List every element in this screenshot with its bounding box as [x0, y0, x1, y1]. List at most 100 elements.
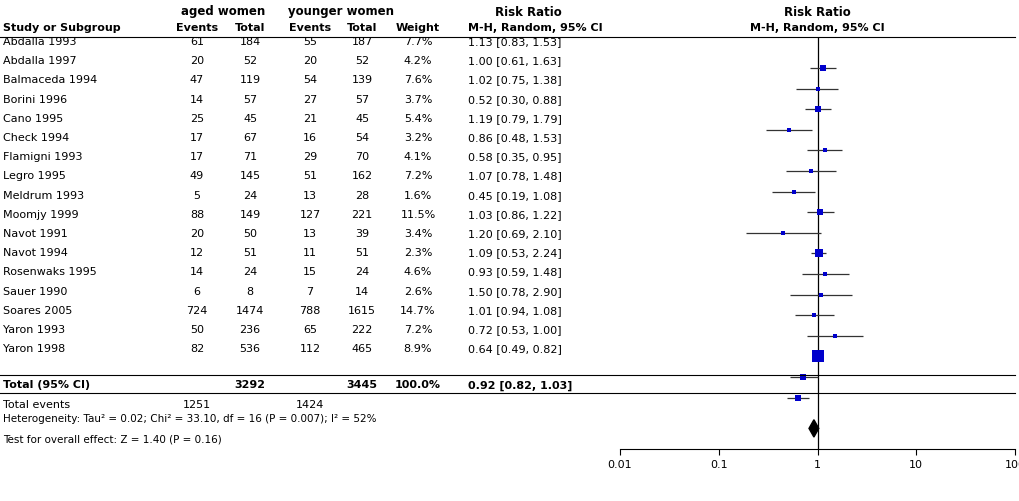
Text: 16: 16	[303, 133, 317, 143]
Text: 7: 7	[306, 286, 313, 296]
Text: Events: Events	[175, 23, 218, 33]
Text: 50: 50	[243, 228, 257, 238]
Text: 17: 17	[190, 152, 204, 162]
Text: 7.7%: 7.7%	[404, 37, 432, 47]
Text: 2.3%: 2.3%	[404, 247, 432, 258]
Text: 49: 49	[190, 171, 204, 181]
Text: 1251: 1251	[182, 399, 211, 409]
Text: 45: 45	[355, 114, 369, 124]
Text: 24: 24	[243, 190, 257, 200]
Text: Total (95% CI): Total (95% CI)	[3, 380, 90, 390]
Text: 25: 25	[190, 114, 204, 124]
Text: 51: 51	[303, 171, 317, 181]
Text: 3292: 3292	[234, 380, 265, 390]
Text: 1424: 1424	[296, 399, 324, 409]
Text: 0.72 [0.53, 1.00]: 0.72 [0.53, 1.00]	[468, 324, 560, 334]
Text: 71: 71	[243, 152, 257, 162]
Text: 5: 5	[194, 190, 201, 200]
Text: 145: 145	[239, 171, 260, 181]
Text: 0.52 [0.30, 0.88]: 0.52 [0.30, 0.88]	[468, 94, 561, 104]
Text: 29: 29	[303, 152, 317, 162]
Text: Risk Ratio: Risk Ratio	[784, 6, 850, 19]
Text: 1.20 [0.69, 2.10]: 1.20 [0.69, 2.10]	[468, 228, 561, 238]
Text: Abdalla 1997: Abdalla 1997	[3, 56, 76, 66]
Polygon shape	[808, 420, 818, 437]
Text: Weight: Weight	[395, 23, 439, 33]
Text: 1.02 [0.75, 1.38]: 1.02 [0.75, 1.38]	[468, 75, 561, 85]
Text: 0.64 [0.49, 0.82]: 0.64 [0.49, 0.82]	[468, 344, 561, 354]
Text: 112: 112	[300, 344, 320, 354]
Text: 4.2%: 4.2%	[404, 56, 432, 66]
Text: 14: 14	[190, 94, 204, 104]
Text: 1.09 [0.53, 2.24]: 1.09 [0.53, 2.24]	[468, 247, 561, 258]
Text: 51: 51	[243, 247, 257, 258]
Text: aged women: aged women	[181, 6, 265, 19]
Text: 0.86 [0.48, 1.53]: 0.86 [0.48, 1.53]	[468, 133, 561, 143]
Text: 20: 20	[303, 56, 317, 66]
Text: 127: 127	[300, 209, 320, 219]
Text: 45: 45	[243, 114, 257, 124]
Text: Moomjy 1999: Moomjy 1999	[3, 209, 78, 219]
Text: 221: 221	[351, 209, 372, 219]
Text: 0.92 [0.82, 1.03]: 0.92 [0.82, 1.03]	[468, 380, 572, 390]
Text: Navot 1991: Navot 1991	[3, 228, 67, 238]
Text: 236: 236	[239, 324, 260, 334]
Text: 7.2%: 7.2%	[404, 171, 432, 181]
Text: 0.45 [0.19, 1.08]: 0.45 [0.19, 1.08]	[468, 190, 561, 200]
Text: Heterogeneity: Tau² = 0.02; Chi² = 33.10, df = 16 (P = 0.007); I² = 52%: Heterogeneity: Tau² = 0.02; Chi² = 33.10…	[3, 413, 376, 423]
Text: Legro 1995: Legro 1995	[3, 171, 66, 181]
Text: 2.6%: 2.6%	[404, 286, 432, 296]
Text: Risk Ratio: Risk Ratio	[494, 6, 560, 19]
Text: 119: 119	[239, 75, 260, 85]
Text: M-H, Random, 95% CI: M-H, Random, 95% CI	[468, 23, 602, 33]
Text: 4.6%: 4.6%	[404, 267, 432, 277]
Text: 14: 14	[190, 267, 204, 277]
Text: 17: 17	[190, 133, 204, 143]
Text: Study or Subgroup: Study or Subgroup	[3, 23, 120, 33]
Text: 536: 536	[239, 344, 260, 354]
Text: 3445: 3445	[346, 380, 377, 390]
Text: 0.93 [0.59, 1.48]: 0.93 [0.59, 1.48]	[468, 267, 561, 277]
Text: 5.4%: 5.4%	[404, 114, 432, 124]
Text: 1.03 [0.86, 1.22]: 1.03 [0.86, 1.22]	[468, 209, 561, 219]
Text: 70: 70	[355, 152, 369, 162]
Text: 4.1%: 4.1%	[404, 152, 432, 162]
Text: M-H, Random, 95% CI: M-H, Random, 95% CI	[749, 23, 883, 33]
Text: 149: 149	[239, 209, 261, 219]
Text: 6: 6	[194, 286, 201, 296]
Text: 12: 12	[190, 247, 204, 258]
Text: 54: 54	[303, 75, 317, 85]
Text: 52: 52	[243, 56, 257, 66]
Text: 1.01 [0.94, 1.08]: 1.01 [0.94, 1.08]	[468, 305, 561, 315]
Text: 14: 14	[355, 286, 369, 296]
Text: 7.2%: 7.2%	[404, 324, 432, 334]
Text: 39: 39	[355, 228, 369, 238]
Text: 13: 13	[303, 228, 317, 238]
Text: Cano 1995: Cano 1995	[3, 114, 63, 124]
Text: 100.0%: 100.0%	[394, 380, 440, 390]
Text: 82: 82	[190, 344, 204, 354]
Text: 13: 13	[303, 190, 317, 200]
Text: 24: 24	[355, 267, 369, 277]
Text: 55: 55	[303, 37, 317, 47]
Text: 139: 139	[352, 75, 372, 85]
Text: 14.7%: 14.7%	[399, 305, 435, 315]
Text: 67: 67	[243, 133, 257, 143]
Text: 57: 57	[243, 94, 257, 104]
Text: Test for overall effect: Z = 1.40 (P = 0.16): Test for overall effect: Z = 1.40 (P = 0…	[3, 433, 221, 443]
Text: 50: 50	[190, 324, 204, 334]
Text: 184: 184	[239, 37, 261, 47]
Text: 465: 465	[352, 344, 372, 354]
Text: 187: 187	[351, 37, 372, 47]
Text: 1.50 [0.78, 2.90]: 1.50 [0.78, 2.90]	[468, 286, 561, 296]
Text: 24: 24	[243, 267, 257, 277]
Text: Yaron 1993: Yaron 1993	[3, 324, 65, 334]
Text: Yaron 1998: Yaron 1998	[3, 344, 65, 354]
Text: 7.6%: 7.6%	[404, 75, 432, 85]
Text: 20: 20	[190, 56, 204, 66]
Text: 1474: 1474	[235, 305, 264, 315]
Text: 8: 8	[247, 286, 254, 296]
Text: 3.4%: 3.4%	[404, 228, 432, 238]
Text: 27: 27	[303, 94, 317, 104]
Text: 8.9%: 8.9%	[404, 344, 432, 354]
